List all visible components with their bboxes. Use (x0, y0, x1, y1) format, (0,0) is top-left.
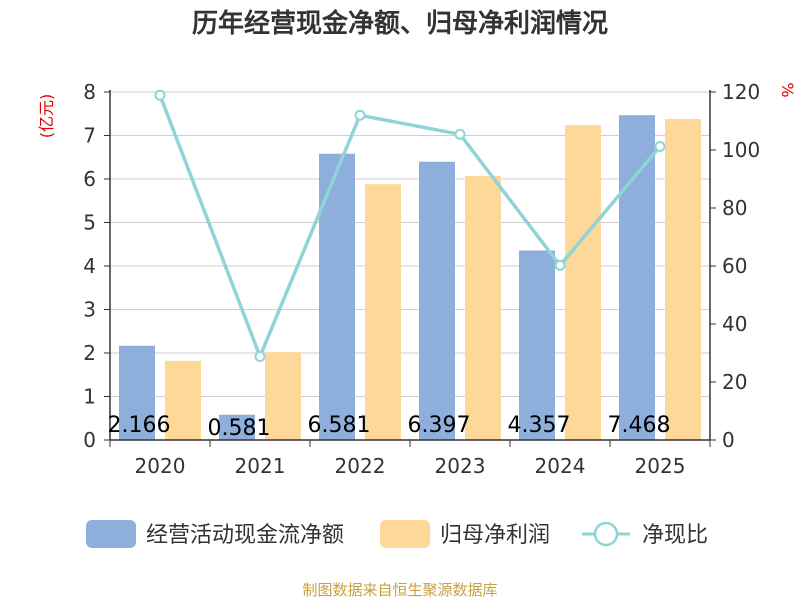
bar (519, 250, 555, 440)
right-tick-label: 100 (722, 138, 760, 162)
right-tick-label: 20 (722, 370, 747, 394)
line-point (554, 259, 566, 271)
legend-swatch (380, 520, 430, 548)
bar (219, 414, 255, 440)
right-tick-label: 120 (722, 80, 760, 104)
legend-label: 净现比 (642, 523, 708, 548)
bar-data-label: 4.357 (508, 413, 571, 438)
right-tick-label: 0 (722, 428, 735, 452)
bar (119, 345, 155, 440)
line-point (654, 141, 666, 153)
legend-marker (593, 521, 619, 547)
left-tick-label: 2 (83, 341, 96, 365)
left-tick-label: 6 (83, 167, 96, 191)
bar-data-label: 0.581 (208, 416, 271, 441)
legend-item: 净现比 (582, 521, 708, 548)
line-point (254, 350, 266, 362)
x-tick-label: 2022 (335, 454, 386, 478)
data-labels: 2.166 0.581 6.581 6.397 4.357 7.468 (108, 413, 671, 441)
left-axis-unit: (亿元) (37, 94, 56, 139)
legend-item: 归母净利润 (380, 520, 550, 548)
bar-data-label: 7.468 (608, 413, 671, 438)
bars (119, 115, 701, 440)
right-tick-label: 80 (722, 196, 747, 220)
bar-data-label: 6.397 (408, 413, 471, 438)
line-point (354, 109, 366, 121)
right-tick-label: 40 (722, 312, 747, 336)
bar (265, 352, 301, 440)
source-note: 制图数据来自恒生聚源数据库 (302, 581, 497, 599)
right-tick-label: 60 (722, 254, 747, 278)
line-path (158, 94, 662, 362)
bar (419, 161, 455, 440)
bar (619, 115, 655, 440)
chart-title: 历年经营现金净额、归母净利润情况 (192, 8, 608, 39)
x-tick-label: 2023 (435, 454, 486, 478)
line-point (454, 128, 466, 140)
x-tick-label: 2025 (635, 454, 686, 478)
left-tick-label: 1 (83, 385, 96, 409)
left-tick-label: 7 (83, 124, 96, 148)
right-axis-unit: % (778, 82, 797, 97)
bar (365, 184, 401, 440)
left-tick-label: 4 (83, 254, 96, 278)
legend: 经营活动现金流净额 归母净利润 净现比 (86, 520, 708, 548)
legend-label: 归母净利润 (440, 523, 550, 548)
bar (565, 125, 601, 440)
line-point (154, 89, 166, 101)
bar (165, 360, 201, 440)
left-tick-label: 8 (83, 80, 96, 104)
bar (465, 175, 501, 440)
x-tick-label: 2020 (135, 454, 186, 478)
legend-label: 经营活动现金流净额 (146, 523, 344, 548)
x-tick-label: 2024 (535, 454, 586, 478)
line-series (154, 89, 666, 362)
legend-item: 经营活动现金流净额 (86, 520, 344, 548)
left-tick-label: 3 (83, 298, 96, 322)
bar-data-label: 2.166 (108, 413, 171, 438)
x-tick-label: 2021 (235, 454, 286, 478)
bar (665, 118, 701, 440)
left-tick-label: 0 (83, 428, 96, 452)
left-tick-label: 5 (83, 211, 96, 235)
legend-swatch (86, 520, 136, 548)
bar-data-label: 6.581 (308, 413, 371, 438)
